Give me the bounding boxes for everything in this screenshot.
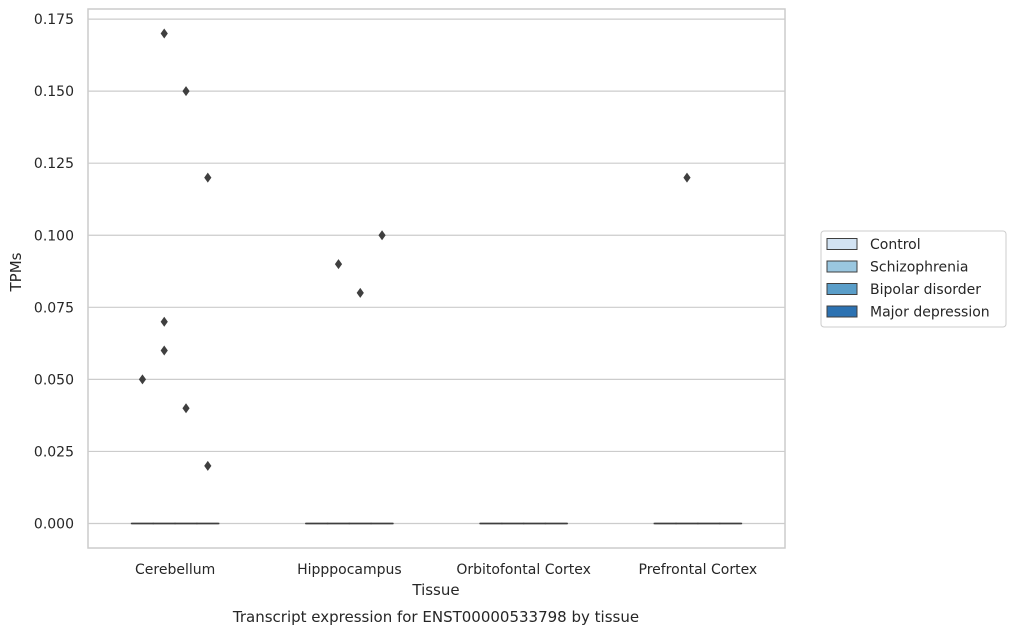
legend-entry-label: Schizophrenia [870, 260, 968, 276]
legend-swatch [826, 260, 858, 273]
outlier-point [160, 345, 168, 356]
outlier-point [182, 86, 190, 97]
legend-frame [820, 230, 1007, 328]
plot-area-frame [87, 8, 786, 549]
outlier-point [204, 172, 212, 183]
outlier-point [683, 172, 691, 183]
outlier-point [356, 287, 364, 298]
x-tick-label: Orbitofontal Cortex [456, 562, 591, 578]
outlier-point [204, 460, 212, 471]
y-axis-label: TPMs [7, 252, 25, 292]
legend-swatch [826, 238, 858, 250]
legend-swatch [826, 283, 858, 295]
legend-entry-label: Major depression [870, 305, 990, 321]
x-tick-label: Prefrontal Cortex [639, 562, 758, 578]
y-tick-label: 0.100 [34, 228, 74, 244]
y-tick-label: 0.175 [34, 12, 74, 28]
outlier-points [138, 28, 691, 471]
outlier-point [378, 230, 386, 241]
y-tick-label: 0.025 [34, 444, 74, 460]
y-tick-label: 0.075 [34, 300, 74, 316]
outlier-point [182, 403, 190, 414]
y-tick-label: 0.000 [34, 517, 74, 533]
legend-entry-label: Control [870, 237, 921, 253]
x-tick-label: Cerebellum [135, 562, 215, 578]
x-axis-label: Tissue [411, 581, 459, 599]
legend-swatch [826, 305, 858, 318]
legend: Control Schizophrenia Bipolar disorder Majo… [820, 230, 1007, 328]
y-tick-label: 0.050 [34, 372, 74, 388]
outlier-point [160, 28, 168, 39]
legend-entry-label: Bipolar disorder [870, 282, 981, 298]
x-tick-label: Hipppocampus [297, 562, 402, 578]
outlier-point [160, 316, 168, 327]
y-axis-ticks: 0.000 0.025 0.050 0.075 0.100 0.125 0.150 0.175 [34, 12, 74, 532]
x-axis-ticks: Cerebellum Hipppocampus Orbitofontal Corte… [135, 562, 757, 578]
y-tick-label: 0.150 [34, 84, 74, 100]
outlier-point [138, 374, 147, 385]
grid-lines [88, 18, 785, 525]
outlier-point [334, 259, 343, 270]
y-tick-label: 0.125 [34, 156, 74, 172]
chart-caption: Transcript expression for ENST0000053379… [232, 608, 639, 626]
